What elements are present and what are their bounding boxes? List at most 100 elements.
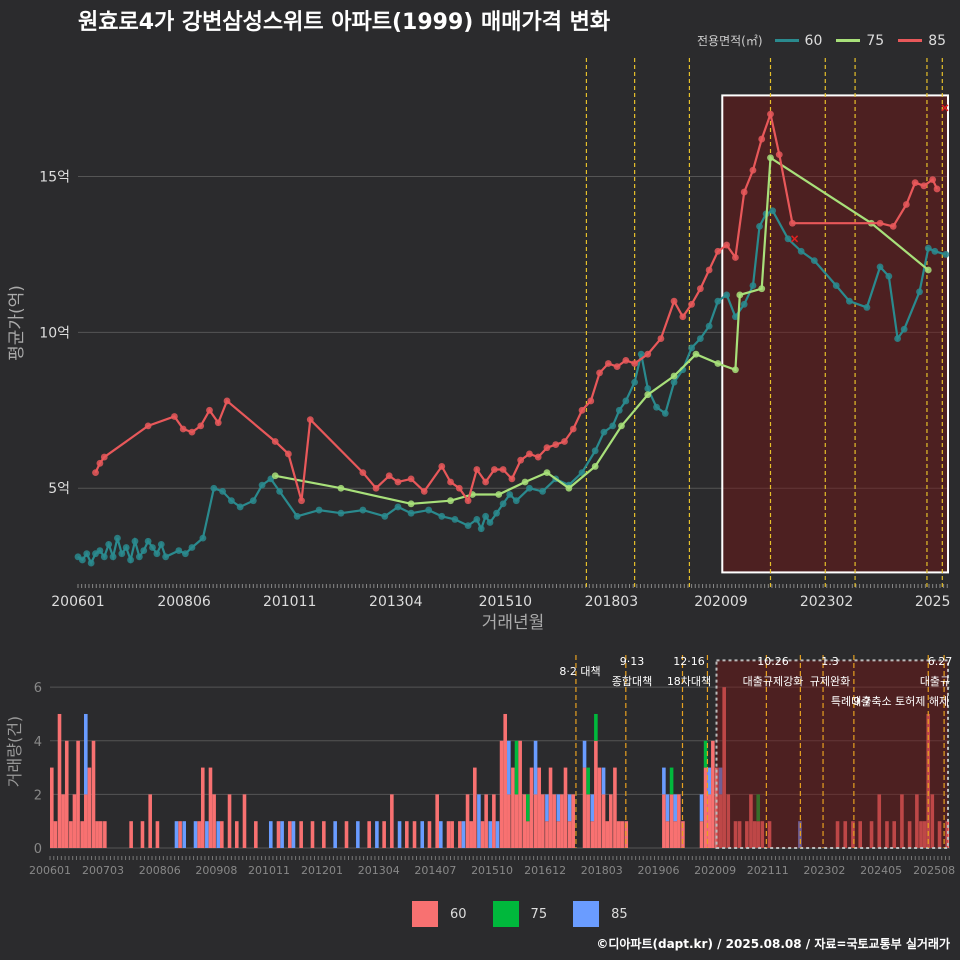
point-60-75 [740, 300, 748, 308]
bar-y-axis-title: 거래량(건) [5, 716, 24, 787]
bar-y-tick-label-2: 4 [34, 735, 42, 750]
point-85-16 [372, 484, 380, 492]
point-85-36 [569, 425, 577, 433]
bar-60-27 [212, 794, 216, 848]
bar-y-tick-label-1: 2 [34, 788, 42, 803]
bar-x-tick-label-9: 201612 [524, 864, 566, 877]
event-annotation-1-b: 종합대책 [612, 675, 652, 688]
point-60-76 [749, 282, 757, 289]
event-annotation-2-a: 12·16 [673, 655, 705, 668]
bar-60-121 [760, 821, 765, 848]
bar-60-9 [84, 794, 88, 848]
bar-60-16 [140, 821, 145, 848]
point-60-14 [135, 553, 143, 561]
point-60-13 [131, 537, 139, 545]
point-85-31 [526, 450, 533, 458]
bar-85-94 [601, 767, 606, 795]
bar-60-14 [103, 821, 107, 848]
point-60-82 [810, 257, 818, 265]
x-tick-label-4: 201510 [479, 594, 532, 610]
bar-60-116 [737, 821, 742, 848]
bar-60-140 [945, 821, 950, 848]
bar-60-88 [571, 794, 575, 848]
bar-60-20 [178, 821, 182, 848]
bar-85-78 [533, 740, 538, 795]
highlight-region [721, 94, 949, 574]
bar-60-56 [446, 821, 451, 848]
point-60-80 [784, 235, 792, 243]
bar-legend-label-85: 85 [611, 906, 628, 922]
point-60-86 [876, 263, 884, 271]
point-75-1 [337, 484, 345, 492]
bar-85-52 [420, 821, 425, 848]
bar-85-107 [699, 794, 704, 822]
point-75-9 [591, 463, 599, 470]
point-85-15 [359, 469, 367, 477]
point-60-22 [181, 550, 189, 558]
point-60-46 [482, 512, 490, 520]
point-85-46 [670, 297, 678, 305]
bar-85-59 [461, 821, 466, 848]
point-60-45 [477, 525, 485, 533]
bar-60-139 [937, 821, 942, 848]
bar-60-1 [53, 821, 58, 848]
point-75-15 [732, 366, 739, 374]
bar-60-136 [922, 821, 927, 848]
bar-85-19 [174, 821, 179, 848]
bar-60-29 [220, 821, 224, 848]
bar-60-112 [718, 794, 723, 848]
point-85-29 [508, 475, 516, 483]
bar-60-117 [745, 821, 749, 848]
bar-60-95 [605, 821, 610, 848]
bar-x-tick-label-12: 202009 [694, 864, 736, 877]
point-60-39 [407, 509, 415, 517]
bar-60-137 [926, 713, 931, 848]
bar-75-90 [586, 767, 590, 795]
point-85-33 [543, 444, 551, 452]
point-85-23 [455, 484, 463, 492]
point-85-28 [499, 466, 507, 473]
point-60-30 [258, 481, 266, 489]
bar-60-103 [669, 794, 674, 848]
point-85-1 [96, 459, 104, 467]
point-85-59 [789, 219, 796, 227]
point-60-52 [526, 484, 533, 492]
point-60-92 [931, 247, 939, 255]
x-tick-label-0: 200601 [51, 594, 104, 610]
bar-85-21 [182, 821, 186, 848]
point-60-88 [894, 335, 901, 342]
point-85-11 [271, 438, 279, 445]
bar-60-77 [529, 767, 534, 848]
point-60-20 [162, 553, 170, 561]
bar-85-109 [707, 767, 712, 795]
y-tick-label-2: 15억 [39, 169, 70, 185]
x-tick-label-1: 200806 [157, 594, 211, 610]
point-60-87 [885, 272, 893, 280]
point-60-21 [175, 547, 183, 554]
bar-60-135 [919, 821, 923, 848]
cross-marker-0 [791, 235, 799, 243]
point-60-2 [83, 550, 91, 558]
bar-60-74 [518, 740, 522, 848]
point-85-40 [604, 360, 612, 367]
bar-85-112 [718, 767, 723, 795]
cross-marker-1 [941, 104, 949, 112]
event-annotation-0-a: 8·2 대책 [559, 665, 600, 678]
point-60-16 [144, 537, 152, 545]
bar-85-34 [268, 821, 273, 848]
bar-60-24 [200, 767, 205, 848]
bar-60-39 [299, 821, 303, 848]
point-60-58 [600, 428, 608, 436]
bar-85-71 [507, 740, 511, 795]
bar-60-119 [752, 821, 757, 848]
bar-85-87 [567, 794, 572, 822]
bar-x-tick-label-5: 201201 [301, 864, 343, 877]
event-annotation-5-b: 9·7 [853, 695, 871, 708]
bar-x-tick-label-10: 201803 [581, 864, 623, 877]
bar-60-7 [76, 740, 80, 848]
bar-60-91 [590, 821, 595, 848]
point-60-42 [451, 516, 459, 523]
bar-x-tick-label-4: 201011 [248, 864, 290, 877]
line-legend: 전용면적(㎡) 60 75 85 [697, 32, 954, 49]
point-85-42 [622, 357, 630, 364]
